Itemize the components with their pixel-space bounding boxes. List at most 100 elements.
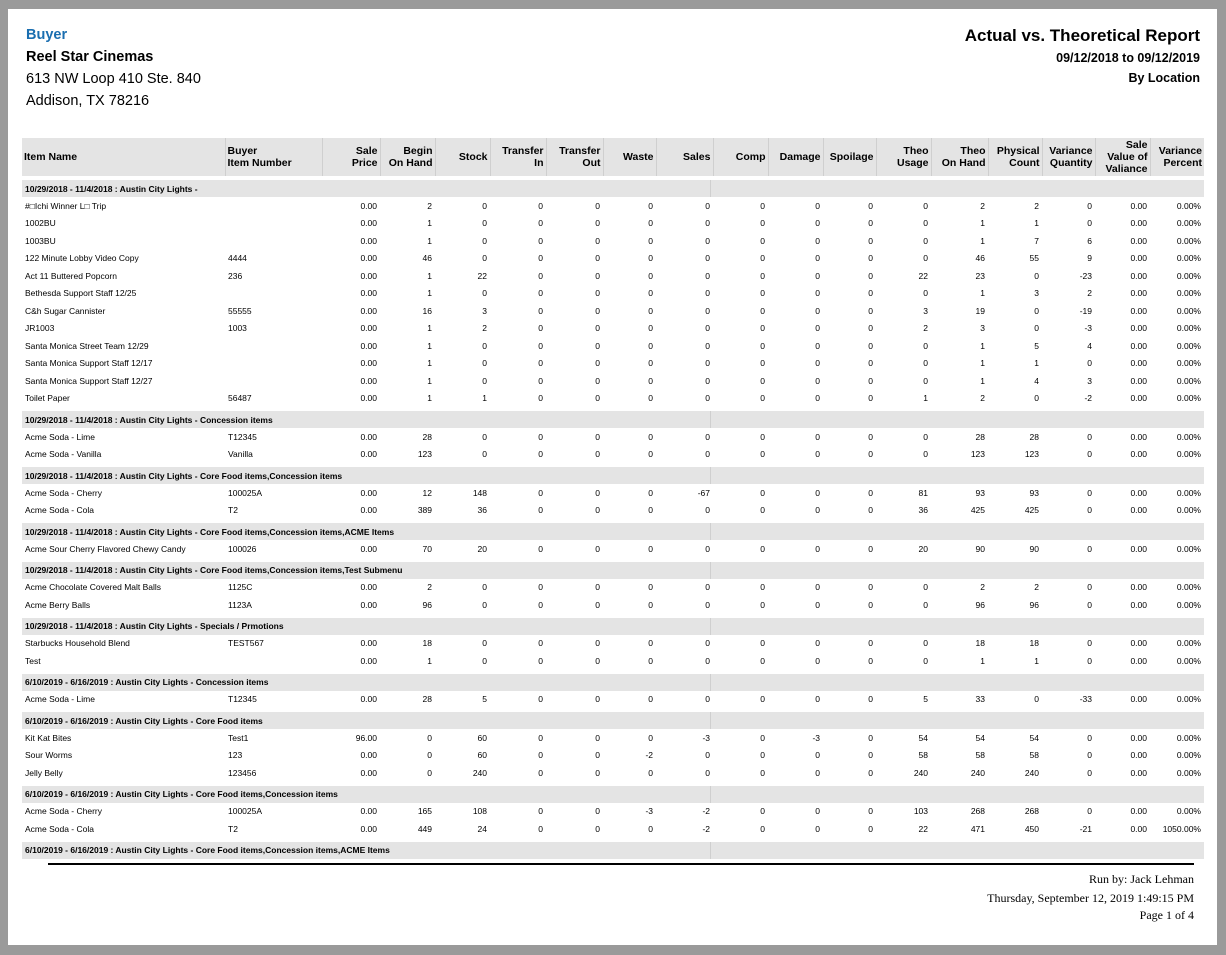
table-cell: 23	[975, 270, 985, 281]
table-row: Toilet Paper 56487 0.00 1 1 0 0 0 0 0 0 0 1 2 0 -2 0.00 0…	[22, 390, 1204, 408]
table-cell: 0	[1034, 694, 1039, 705]
table-cell: 0.00	[1130, 358, 1147, 369]
table-cell: 0.00	[360, 449, 377, 460]
table-cell: 0	[760, 200, 765, 211]
table-cell: 0.00%	[1176, 694, 1201, 705]
page-number: Page 1 of 4	[1139, 908, 1194, 922]
table-cell: 0	[482, 449, 487, 460]
report-page: Buyer Reel Star Cinemas 613 NW Loop 410 …	[8, 9, 1217, 945]
table-cell: 0	[1034, 393, 1039, 404]
table-cell: 0	[760, 340, 765, 351]
table-cell: 0	[595, 543, 600, 554]
table-cell: 0	[760, 253, 765, 264]
column-header: Spoilage	[822, 138, 876, 176]
table-cell: 1	[980, 235, 985, 246]
table-cell: 1	[427, 655, 432, 666]
column-header: Variance Percent	[1149, 138, 1204, 176]
table-cell: 0.00%	[1176, 655, 1201, 666]
table-cell: 1	[1034, 218, 1039, 229]
table-cell: -3	[812, 732, 820, 743]
group-divider	[710, 411, 711, 428]
column-header: Sale Value of Valiance	[1094, 138, 1150, 176]
table-cell: 0	[595, 655, 600, 666]
table-cell: 0.00	[1130, 323, 1147, 334]
table-row: Acme Soda - Cola T2 0.00 389 36 0 0 0 0 0 0 0 36 425 4…	[22, 502, 1204, 520]
table-cell: 0	[868, 305, 873, 316]
table-cell: 389	[417, 505, 432, 516]
table-cell: 46	[975, 253, 985, 264]
table-cell: 0	[595, 449, 600, 460]
table-cell: 0	[595, 823, 600, 834]
table-cell: 7	[1034, 235, 1039, 246]
address-line-1: 613 NW Loop 410 Ste. 840	[26, 71, 201, 87]
table-cell: 1	[980, 218, 985, 229]
table-cell: 0	[538, 823, 543, 834]
table-cell: 450	[1024, 823, 1039, 834]
table-cell: 0	[760, 235, 765, 246]
address-line-2: Addison, TX 78216	[26, 93, 150, 109]
table-cell: Acme Soda - Cola	[25, 823, 94, 834]
table-cell: 1	[980, 340, 985, 351]
table-cell: 3	[1087, 375, 1092, 386]
table-cell: 0	[868, 218, 873, 229]
table-cell: 0.00%	[1176, 200, 1201, 211]
table-row: JR1003 1003 0.00 1 2 0 0 0 0 0 0 0 2 3 0 -3 0.00 0.00%	[22, 320, 1204, 338]
table-cell: 0	[1087, 449, 1092, 460]
table-cell: 6	[1087, 235, 1092, 246]
table-cell: 0	[760, 449, 765, 460]
table-cell: 0	[868, 449, 873, 460]
table-cell: 0	[815, 393, 820, 404]
table-cell: 0.00%	[1176, 375, 1201, 386]
column-header-label: Comp	[735, 151, 766, 163]
table-cell: 0	[815, 750, 820, 761]
table-cell: 1	[482, 393, 487, 404]
table-cell: 0	[595, 375, 600, 386]
group-divider	[710, 841, 711, 859]
table-cell: 0	[1087, 505, 1092, 516]
table-cell: 0.00	[360, 582, 377, 593]
table-cell: 1	[427, 323, 432, 334]
table-cell: 0	[868, 340, 873, 351]
table-cell: 0	[648, 732, 653, 743]
table-row: Santa Monica Support Staff 12/17 0.00 1 0 0 0…	[22, 355, 1204, 373]
table-cell: 0	[595, 732, 600, 743]
table-cell: 122 Minute Lobby Video Copy	[25, 253, 139, 264]
table-cell: 0	[538, 323, 543, 334]
table-cell: 240	[913, 767, 928, 778]
table-cell: Santa Monica Support Staff 12/17	[25, 358, 153, 369]
table-cell: 0	[482, 253, 487, 264]
table-cell: 0.00	[360, 750, 377, 761]
table-cell: 0.00%	[1176, 582, 1201, 593]
table-cell: 0	[538, 767, 543, 778]
table-cell: 0	[538, 375, 543, 386]
table-cell: 81	[918, 487, 928, 498]
table-cell: 0	[760, 393, 765, 404]
table-cell: 0.00%	[1176, 449, 1201, 460]
table-cell: 0	[705, 750, 710, 761]
table-cell: 0	[1087, 582, 1092, 593]
table-cell: 0	[538, 235, 543, 246]
group-header-cell: 10/29/2018 - 11/4/2018 : Austin City Lig…	[22, 617, 1204, 635]
table-cell: 0	[868, 393, 873, 404]
group-header-row: 10/29/2018 - 11/4/2018 : Austin City Lig…	[22, 180, 1204, 197]
table-cell: 0	[760, 323, 765, 334]
table-cell: 0.00%	[1176, 253, 1201, 264]
table-cell: 3	[482, 305, 487, 316]
table-cell: 0	[815, 767, 820, 778]
table-cell: 0	[482, 582, 487, 593]
table-cell: Starbucks Household Blend	[25, 638, 130, 649]
table-cell: 0	[705, 449, 710, 460]
table-cell: -3	[1084, 323, 1092, 334]
table-cell: 123	[417, 449, 432, 460]
table-cell: -2	[702, 823, 710, 834]
table-cell: 0	[648, 638, 653, 649]
table-cell	[225, 197, 322, 215]
table-row: Test 0.00 1 0 0 0 0 0 0 0 0 0 1 1 0 0.00 0.00%	[22, 652, 1204, 670]
column-header-label: Quantity	[1049, 157, 1093, 169]
table-cell: 0.00	[360, 253, 377, 264]
table-cell: 0	[482, 431, 487, 442]
table-cell: 0	[760, 431, 765, 442]
table-cell: 0	[482, 375, 487, 386]
table-cell: 0	[538, 449, 543, 460]
table-cell: 0	[815, 375, 820, 386]
